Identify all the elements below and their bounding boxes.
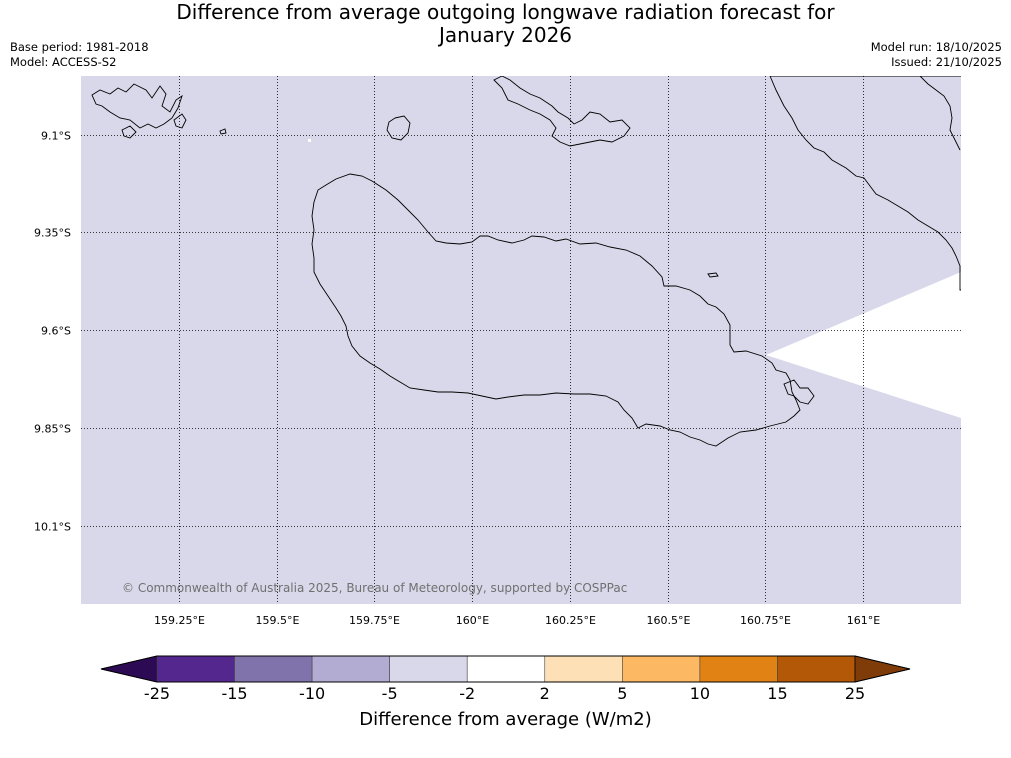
colorbar-tick-label: -25: [143, 684, 171, 703]
colorbar-tick-label: -15: [221, 684, 248, 703]
russell-islet-coastline: [121, 125, 137, 139]
issued-date: Issued: 21/10/2025: [891, 55, 1002, 69]
longitude-tick-label: 159.75°E: [349, 614, 400, 627]
russell-islands-coastline: [91, 83, 183, 129]
colorbar-segment: [234, 655, 313, 683]
colorbar-segment: [466, 655, 546, 683]
colorbar-tick-label: 25: [844, 684, 866, 703]
marau-islets-coastline: [783, 379, 815, 405]
base-period: Base period: 1981-2018: [10, 40, 149, 54]
malaita-north-coastline: [919, 76, 961, 151]
longitude-tick-label: 160.5°E: [647, 614, 691, 627]
latitude-tick-label: 9.35°S: [34, 227, 71, 240]
colorbar-segment: [777, 655, 856, 683]
guadalcanal-coastline: [311, 173, 801, 447]
latitude-tick-label: 9.6°S: [41, 325, 71, 338]
latitude-tick-label: 9.85°S: [34, 423, 71, 436]
small-islet-coastline: [707, 272, 719, 278]
missing-data-pixel: [308, 139, 311, 142]
colorbar-segment: [311, 655, 390, 683]
longitude-tick-label: 160.25°E: [545, 614, 596, 627]
colorbar: [100, 655, 911, 683]
longitude-tick-label: 160°E: [456, 614, 489, 627]
latitude-tick-label: 9.1°S: [41, 130, 71, 143]
missing-data-wedge: [766, 272, 961, 418]
colorbar-lower-extension: [100, 655, 158, 683]
colorbar-upper-extension: [854, 655, 911, 683]
model-name: Model: ACCESS-S2: [10, 55, 117, 69]
colorbar-tick-label: -5: [381, 684, 398, 703]
colorbar-title: Difference from average (W/m2): [359, 709, 652, 730]
longitude-tick-label: 159.5°E: [256, 614, 300, 627]
colorbar-segment: [156, 655, 235, 683]
small-islet-coastline-2: [219, 128, 227, 135]
colorbar-segment: [622, 655, 701, 683]
longitude-tick-label: 161°E: [847, 614, 880, 627]
colorbar-tick-label: -10: [299, 684, 326, 703]
graticule: [81, 76, 961, 604]
copyright-notice: © Commonwealth of Australia 2025, Bureau…: [122, 581, 627, 595]
colorbar-outline: [100, 655, 911, 683]
latitude-tick-labels: 9.1°S 9.35°S 9.6°S 9.85°S 10.1°S: [34, 130, 71, 534]
coastlines: [91, 76, 961, 447]
colorbar-tick-label: -2: [459, 684, 476, 703]
colorbar-tick-label: 2: [539, 684, 550, 703]
malaita-coastline: [769, 76, 961, 291]
colorbar-tick-label: 10: [689, 684, 711, 703]
map-title-line1: Difference from average outgoing longwav…: [176, 0, 835, 24]
savo-island-coastline: [386, 115, 411, 141]
colorbar-tick-label: 15: [767, 684, 788, 703]
map-title-line2: January 2026: [438, 23, 573, 47]
longitude-tick-label: 159.25°E: [154, 614, 205, 627]
colorbar-segment: [389, 655, 468, 683]
latitude-tick-label: 10.1°S: [34, 521, 71, 534]
model-run-date: Model run: 18/10/2025: [870, 40, 1002, 54]
colorbar-segment: [544, 655, 623, 683]
colorbar-segment: [699, 655, 778, 683]
florida-islands-coastline: [493, 76, 631, 147]
longitude-tick-label: 160.75°E: [740, 614, 791, 627]
longitude-tick-labels: 159.25°E 159.5°E 159.75°E 160°E 160.25°E 160.…: [154, 614, 880, 627]
colorbar-tick-label: 5: [617, 684, 628, 703]
russell-islet-coastline-2: [173, 113, 187, 129]
